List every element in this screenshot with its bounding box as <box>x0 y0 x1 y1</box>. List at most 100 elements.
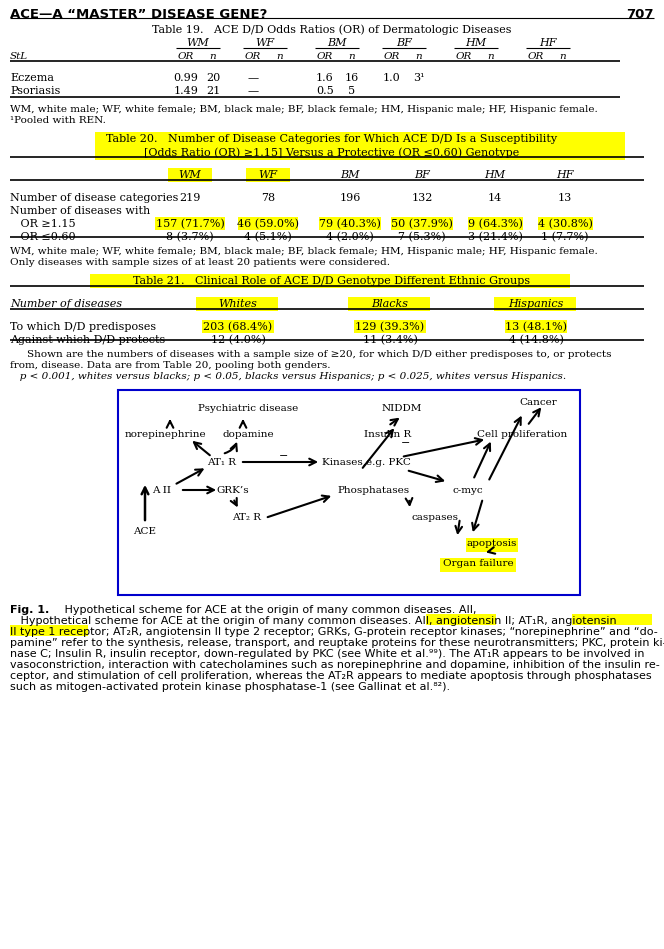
Text: NIDDM: NIDDM <box>382 403 422 413</box>
Text: 13: 13 <box>558 193 572 203</box>
Text: 4 (30.8%): 4 (30.8%) <box>538 219 592 230</box>
Text: Eczema: Eczema <box>10 73 54 83</box>
Text: c-myc: c-myc <box>453 486 483 494</box>
Bar <box>391 217 453 230</box>
Text: 1.49: 1.49 <box>173 86 199 96</box>
Text: [Odds Ratio (OR) ≥1.15] Versus a Protective (OR ≤0.60) Genotype: [Odds Ratio (OR) ≥1.15] Versus a Protect… <box>144 147 520 158</box>
Text: BF: BF <box>414 170 430 180</box>
Text: 1.0: 1.0 <box>383 73 401 83</box>
Text: HM: HM <box>465 38 487 48</box>
Bar <box>246 168 290 182</box>
Text: 4 (14.8%): 4 (14.8%) <box>509 335 564 345</box>
Text: 203 (68.4%): 203 (68.4%) <box>203 322 272 332</box>
Text: Number of disease categories: Number of disease categories <box>10 193 179 203</box>
Text: Hypothetical scheme for ACE at the origin of many common diseases. AII,: Hypothetical scheme for ACE at the origi… <box>54 605 477 615</box>
Text: OR: OR <box>178 52 194 61</box>
Text: n: n <box>416 52 422 61</box>
Text: p < 0.001, whites versus blacks; p < 0.05, blacks versus Hispanics; p < 0.025, w: p < 0.001, whites versus blacks; p < 0.0… <box>10 372 566 381</box>
Text: AT₁ R: AT₁ R <box>207 457 236 467</box>
Text: Hypothetical scheme for ACE at the origin of many common diseases. AII, angioten: Hypothetical scheme for ACE at the origi… <box>10 616 617 626</box>
Text: OR: OR <box>528 52 544 61</box>
Text: A II: A II <box>153 486 171 494</box>
Text: −: − <box>280 451 289 461</box>
Text: vasoconstriction, interaction with catecholamines such as norepinephrine and dop: vasoconstriction, interaction with catec… <box>10 660 660 670</box>
Text: BM: BM <box>327 38 347 48</box>
Text: Psychiatric disease: Psychiatric disease <box>198 403 298 413</box>
Text: HF: HF <box>539 38 556 48</box>
Bar <box>348 297 430 311</box>
Bar <box>466 538 518 552</box>
Text: Hispanics: Hispanics <box>509 299 564 309</box>
Text: ¹Pooled with REN.: ¹Pooled with REN. <box>10 116 106 125</box>
Text: 16: 16 <box>345 73 359 83</box>
Bar <box>494 297 576 311</box>
Text: OR ≤0.60: OR ≤0.60 <box>10 232 76 242</box>
Text: 79 (40.3%): 79 (40.3%) <box>319 219 381 230</box>
Text: Fig. 1.: Fig. 1. <box>10 605 49 615</box>
Text: from, disease. Data are from Table 20, pooling both genders.: from, disease. Data are from Table 20, p… <box>10 361 331 370</box>
Text: n: n <box>349 52 355 61</box>
Text: 46 (59.0%): 46 (59.0%) <box>237 219 299 230</box>
Bar <box>118 390 580 595</box>
Bar <box>95 132 625 160</box>
Text: 1 (7.7%): 1 (7.7%) <box>541 232 589 242</box>
Text: 12 (4.0%): 12 (4.0%) <box>210 335 266 345</box>
Text: apoptosis: apoptosis <box>467 538 517 548</box>
Text: dopamine: dopamine <box>222 430 274 438</box>
Text: 8 (3.7%): 8 (3.7%) <box>166 232 214 242</box>
Text: Organ failure: Organ failure <box>443 559 513 568</box>
Text: OR: OR <box>245 52 261 61</box>
Text: WF: WF <box>256 38 274 48</box>
Text: n: n <box>210 52 216 61</box>
Bar <box>505 320 567 333</box>
Text: Against which D/D protects: Against which D/D protects <box>10 335 165 345</box>
Text: 1.6: 1.6 <box>316 73 334 83</box>
Bar <box>572 614 652 625</box>
Text: Blacks: Blacks <box>371 299 408 309</box>
Text: To which D/D predisposes: To which D/D predisposes <box>10 322 156 332</box>
Bar <box>354 320 426 333</box>
Text: WM, white male; WF, white female; BM, black male; BF, black female; HM, Hispanic: WM, white male; WF, white female; BM, bl… <box>10 105 598 114</box>
Text: Kinases,e.g. PKC: Kinases,e.g. PKC <box>321 457 410 467</box>
Text: WF: WF <box>258 170 278 180</box>
Text: 5: 5 <box>349 86 355 96</box>
Text: caspases: caspases <box>412 513 459 523</box>
Text: 13 (48.1%): 13 (48.1%) <box>505 322 567 332</box>
Text: BF: BF <box>396 38 412 48</box>
Text: OR: OR <box>384 52 400 61</box>
Bar <box>319 217 381 230</box>
Bar <box>196 297 278 311</box>
Text: 20: 20 <box>206 73 220 83</box>
Bar <box>155 217 225 230</box>
Text: 0.99: 0.99 <box>173 73 199 83</box>
Text: 14: 14 <box>488 193 502 203</box>
Text: 3¹: 3¹ <box>413 73 425 83</box>
Text: WM: WM <box>179 170 201 180</box>
Text: Table 20.   Number of Disease Categories for Which ACE D/D Is a Susceptibility: Table 20. Number of Disease Categories f… <box>106 134 558 144</box>
Text: 3 (21.4%): 3 (21.4%) <box>467 232 523 242</box>
Text: 707: 707 <box>627 8 654 21</box>
Text: Table 19.   ACE D/D Odds Ratios (OR) of Dermatologic Diseases: Table 19. ACE D/D Odds Ratios (OR) of De… <box>152 24 512 34</box>
Text: pamine” refer to the synthesis, release, transport, and reuptake proteins for th: pamine” refer to the synthesis, release,… <box>10 638 664 648</box>
Text: Insulin R: Insulin R <box>365 430 412 438</box>
Bar <box>538 217 593 230</box>
Text: 78: 78 <box>261 193 275 203</box>
Text: OR: OR <box>456 52 472 61</box>
Bar <box>10 625 88 636</box>
Text: Number of diseases with: Number of diseases with <box>10 206 150 216</box>
Bar <box>168 168 212 182</box>
Text: 50 (37.9%): 50 (37.9%) <box>391 219 453 230</box>
Text: 4 (2.0%): 4 (2.0%) <box>326 232 374 242</box>
Text: Shown are the numbers of diseases with a sample size of ≥20, for which D/D eithe: Shown are the numbers of diseases with a… <box>27 350 612 359</box>
Text: ACE—A “MASTER” DISEASE GENE?: ACE—A “MASTER” DISEASE GENE? <box>10 8 268 21</box>
Bar <box>440 558 516 572</box>
Bar <box>468 217 523 230</box>
Text: 132: 132 <box>411 193 433 203</box>
Text: 21: 21 <box>206 86 220 96</box>
Text: ACE: ACE <box>133 527 157 535</box>
Text: −: − <box>401 438 411 448</box>
Text: BM: BM <box>340 170 360 180</box>
Text: 11 (3.4%): 11 (3.4%) <box>363 335 418 345</box>
Text: 4 (5.1%): 4 (5.1%) <box>244 232 292 242</box>
Text: Whites: Whites <box>218 299 258 309</box>
